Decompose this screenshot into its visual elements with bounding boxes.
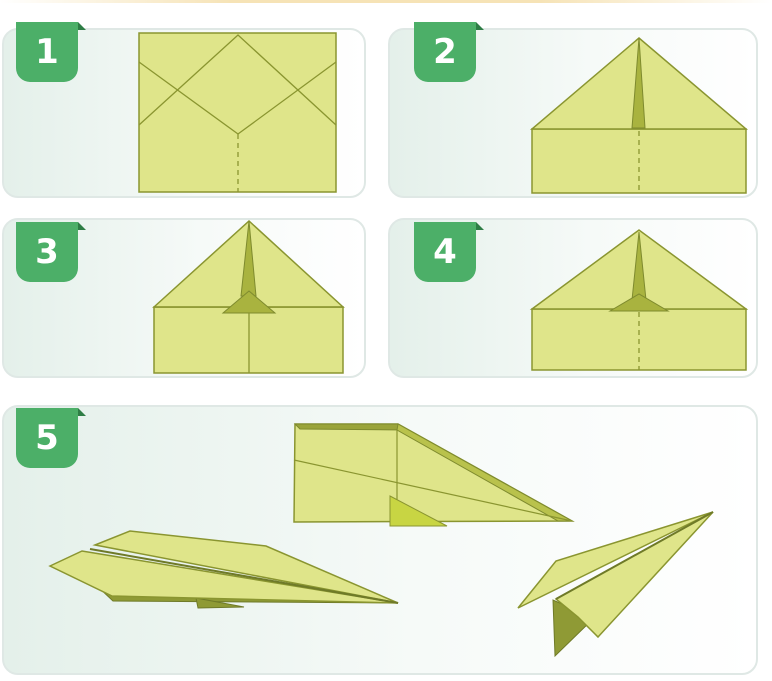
step-4-badge: 4	[414, 222, 484, 282]
step-3-badge: 3	[16, 222, 86, 282]
step-5-badge: 5	[16, 408, 86, 468]
step-1-badge: 1	[16, 22, 86, 82]
step-2-badge: 2	[414, 22, 484, 82]
top-accent-line	[0, 0, 772, 3]
